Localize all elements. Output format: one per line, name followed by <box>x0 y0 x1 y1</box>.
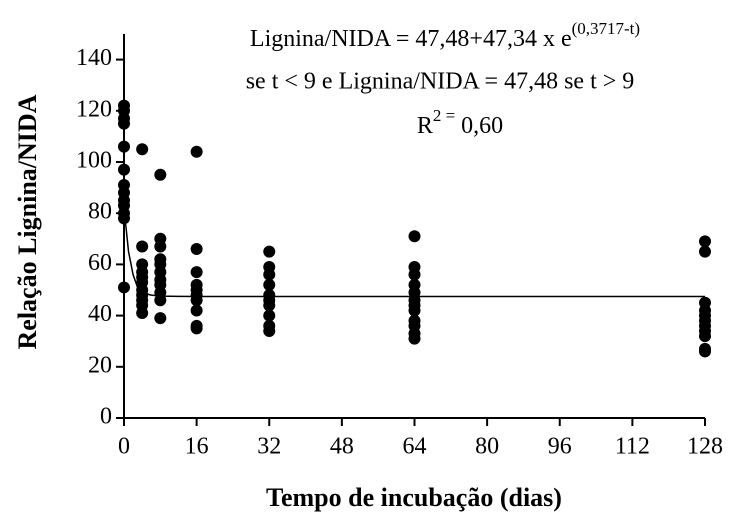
x-tick-label: 112 <box>615 434 650 460</box>
y-tick-label: 40 <box>88 301 112 327</box>
data-point <box>118 212 130 225</box>
data-point <box>154 294 167 307</box>
y-tick-label: 20 <box>88 352 112 378</box>
data-point <box>118 140 130 153</box>
data-point <box>136 240 149 253</box>
data-point <box>118 117 130 130</box>
data-point <box>263 299 276 312</box>
data-point <box>408 268 421 281</box>
data-point <box>699 245 711 258</box>
data-point <box>263 309 276 322</box>
annotation-sup: 2 = <box>433 106 455 125</box>
y-tick-label: 140 <box>76 45 112 71</box>
y-tick-label: 120 <box>76 96 112 122</box>
x-axis-title: Tempo de incubação (dias) <box>266 483 562 512</box>
data-point <box>263 245 276 258</box>
y-tick-label: 60 <box>88 250 112 276</box>
data-point <box>699 235 711 248</box>
data-point <box>118 281 130 294</box>
data-point <box>136 307 149 320</box>
fit-line <box>123 208 705 298</box>
data-point <box>263 278 276 291</box>
annotation: Lignina/NIDA = 47,48+47,34 x e(0,3717-t) <box>250 19 640 52</box>
annotation-line1: Lignina/NIDA = 47,48+47,34 x e <box>250 26 572 52</box>
data-point <box>699 345 711 358</box>
x-tick-label: 64 <box>403 434 427 460</box>
x-tick-label: 16 <box>185 434 209 460</box>
data-point <box>190 145 203 158</box>
x-tick-label: 48 <box>330 434 354 460</box>
data-point <box>408 304 421 317</box>
y-tick-label: 0 <box>100 404 112 430</box>
data-point <box>408 230 421 243</box>
data-point <box>190 304 203 317</box>
annotation-line2: se t < 9 e Lignina/NIDA = 47,48 se t > 9 <box>246 69 635 95</box>
y-tick-label: 80 <box>88 199 112 225</box>
x-tick-label: 96 <box>548 434 572 460</box>
annotation: R2 = 0,60 <box>417 106 503 139</box>
data-point <box>699 330 711 343</box>
data-point <box>190 294 203 307</box>
data-point <box>190 266 203 279</box>
data-point <box>118 163 130 176</box>
x-tick-label: 0 <box>118 434 130 460</box>
x-tick-label: 128 <box>687 434 723 460</box>
y-tick-label: 100 <box>76 148 112 174</box>
data-point <box>190 322 203 335</box>
annotation-line3: R <box>417 113 433 139</box>
data-point <box>408 332 421 345</box>
data-point <box>154 312 167 325</box>
data-point <box>154 240 167 253</box>
annotation-end: 0,60 <box>455 113 503 139</box>
data-point <box>263 324 276 337</box>
data-point <box>263 268 276 281</box>
data-point <box>154 168 167 181</box>
x-tick-label: 80 <box>475 434 499 460</box>
annotation-sup: (0,3717-t) <box>572 19 640 38</box>
x-tick-label: 32 <box>257 434 281 460</box>
y-axis-title: Relação Lignina/NIDA <box>13 94 42 349</box>
data-point <box>190 243 203 256</box>
data-point <box>136 143 149 156</box>
